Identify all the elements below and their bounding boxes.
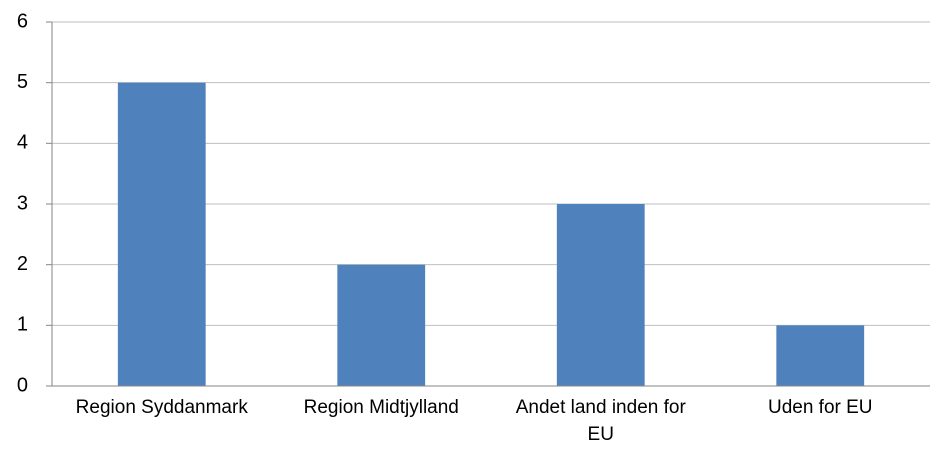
y-tick-label: 1 xyxy=(17,314,28,336)
bar xyxy=(337,264,426,386)
x-tick-label: Uden for EU xyxy=(767,397,873,418)
y-tick-label: 0 xyxy=(17,374,28,396)
x-tick-label: Region Midtjylland xyxy=(303,397,459,418)
bar xyxy=(556,204,645,386)
y-tick-label: 2 xyxy=(17,253,28,275)
x-tick-label: Region Syddanmark xyxy=(75,397,248,418)
y-tick-label: 4 xyxy=(17,132,28,154)
y-tick-label: 5 xyxy=(17,71,28,93)
y-tick-label: 3 xyxy=(17,192,28,214)
bar xyxy=(776,325,865,386)
x-tick-label: Andet land inden for EU xyxy=(515,397,686,445)
y-tick-label: 6 xyxy=(17,10,28,32)
bar xyxy=(117,82,206,387)
